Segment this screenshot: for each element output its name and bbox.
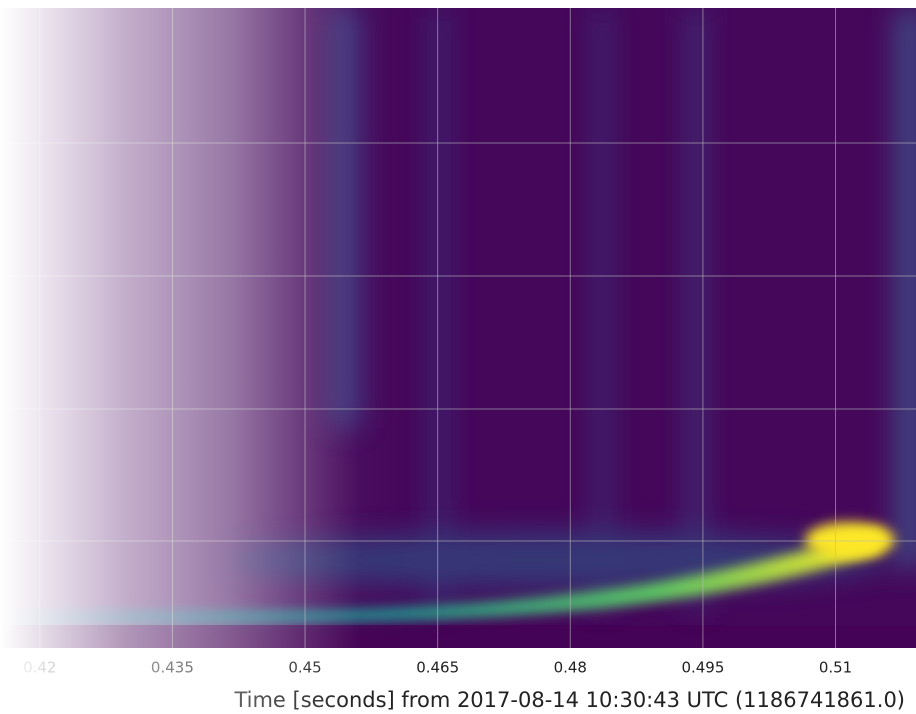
x-tick-label: 0.435 xyxy=(151,659,194,677)
x-tick-label: 0.42 xyxy=(23,659,56,677)
x-tick-label: 0.465 xyxy=(416,659,459,677)
x-tick-label: 0.495 xyxy=(681,659,724,677)
x-tick-label: 0.45 xyxy=(288,659,321,677)
x-axis-label: Time [seconds] from 2017-08-14 10:30:43 … xyxy=(233,688,905,712)
spectrogram-image xyxy=(0,8,916,648)
x-tick-label: 0.51 xyxy=(819,659,852,677)
x-tick-label: 0.48 xyxy=(554,659,587,677)
